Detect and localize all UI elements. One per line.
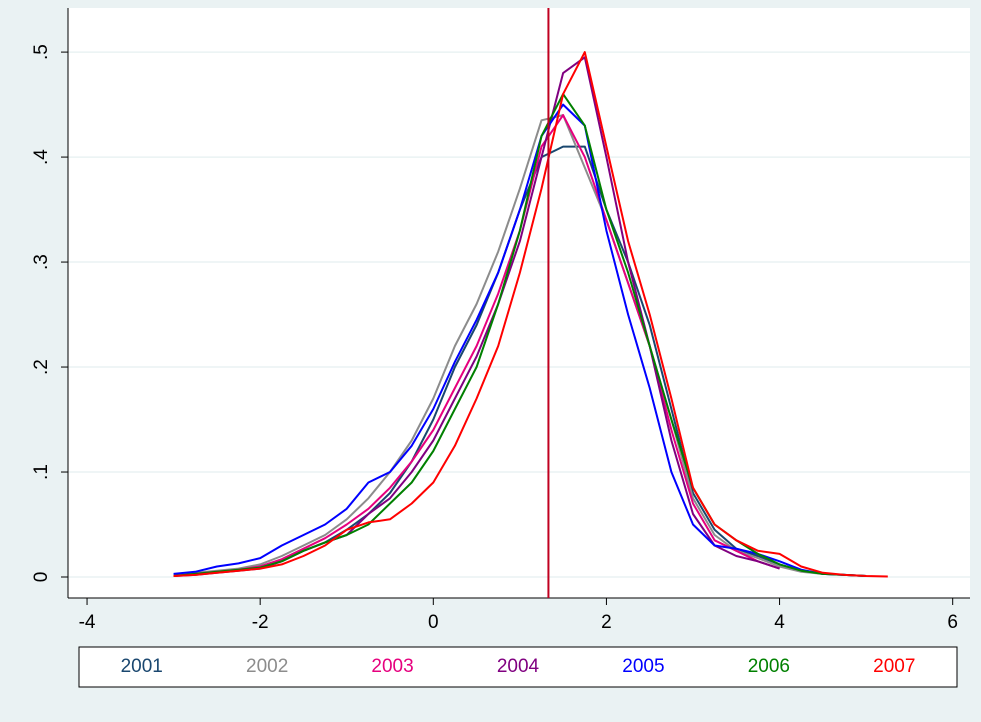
series-line (173, 114, 780, 577)
plot-area (68, 8, 970, 598)
legend-label: 2007 (873, 656, 915, 677)
legend-label: 2002 (246, 656, 288, 677)
x-tick-label: 2 (601, 612, 612, 633)
x-tick-label: -2 (252, 612, 269, 633)
series-line (173, 51, 888, 578)
y-tick-label: .5 (31, 44, 52, 60)
y-tick-label: 0 (31, 572, 52, 583)
legend-label: 2005 (622, 656, 664, 677)
legend-box (78, 646, 958, 688)
legend-label: 2003 (371, 656, 413, 677)
y-tick-label: .2 (31, 359, 52, 375)
x-tick-label: -4 (79, 612, 96, 633)
x-tick-label: 4 (774, 612, 785, 633)
x-tick-label: 6 (947, 612, 958, 633)
legend-label: 2004 (497, 656, 540, 677)
y-tick-label: .1 (31, 464, 52, 480)
y-tick-label: .3 (31, 254, 52, 270)
series-line (173, 93, 867, 577)
y-tick-label: .4 (31, 149, 52, 165)
series-line (173, 103, 867, 577)
series-line (173, 114, 823, 576)
legend-label: 2006 (748, 656, 790, 677)
x-tick-label: 0 (428, 612, 439, 633)
legend-label: 2001 (121, 656, 163, 677)
